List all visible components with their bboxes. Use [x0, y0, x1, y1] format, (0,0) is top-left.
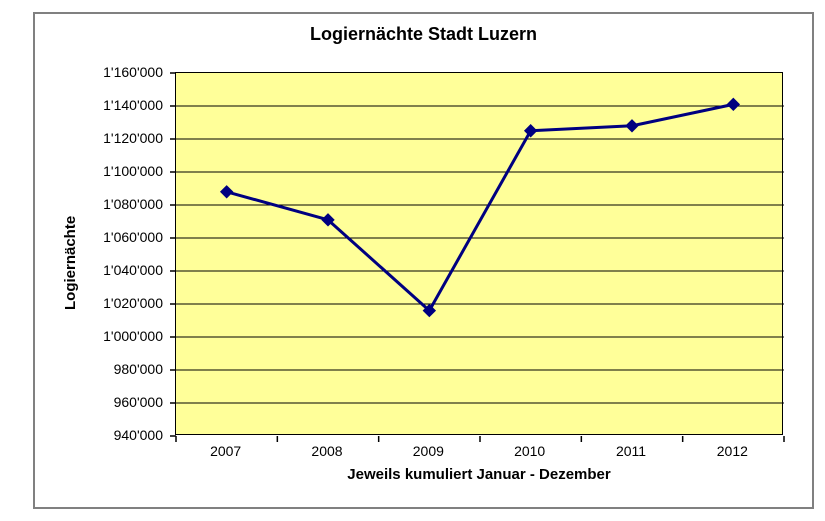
y-tick-label: 940'000 [0, 427, 163, 443]
y-tick-label: 980'000 [0, 361, 163, 377]
y-tick-label: 1'120'000 [0, 130, 163, 146]
x-tick-label: 2009 [388, 443, 468, 459]
y-tick-label: 1'060'000 [0, 229, 163, 245]
x-tick-label: 2010 [490, 443, 570, 459]
plot-svg [176, 73, 784, 436]
y-tick-label: 960'000 [0, 394, 163, 410]
y-tick-label: 1'040'000 [0, 262, 163, 278]
x-tick-label: 2008 [287, 443, 367, 459]
y-tick-label: 1'000'000 [0, 328, 163, 344]
y-tick-label: 1'160'000 [0, 64, 163, 80]
chart-title: Logiernächte Stadt Luzern [33, 24, 814, 45]
y-tick-label: 1'080'000 [0, 196, 163, 212]
y-tick-label: 1'020'000 [0, 295, 163, 311]
x-tick-label: 2011 [591, 443, 671, 459]
x-tick-label: 2007 [186, 443, 266, 459]
y-tick-label: 1'140'000 [0, 97, 163, 113]
plot-area [175, 72, 783, 435]
x-axis-title: Jeweils kumuliert Januar - Dezember [175, 466, 783, 483]
x-tick-label: 2012 [692, 443, 772, 459]
y-tick-label: 1'100'000 [0, 163, 163, 179]
